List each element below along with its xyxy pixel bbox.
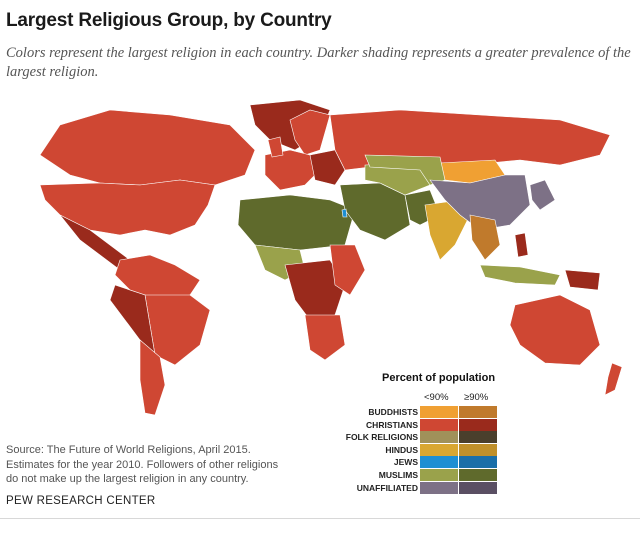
legend-label: FOLK RELIGIONS	[345, 432, 418, 443]
region-eastern-europe	[309, 149, 346, 186]
organization-name: PEW RESEARCH CENTER	[6, 495, 156, 507]
region-north-africa	[237, 194, 356, 251]
region-canada	[39, 109, 256, 186]
page-title: Largest Religious Group, by Country	[6, 10, 332, 31]
legend-swatch-high	[459, 431, 497, 444]
region-russia	[329, 109, 611, 171]
legend-swatch-low	[420, 443, 458, 456]
region-indonesia	[479, 264, 561, 286]
region-usa	[39, 179, 216, 236]
legend-swatch-high	[459, 406, 497, 418]
legend-row: UNAFFILIATED	[352, 481, 512, 494]
legend-swatch-high	[459, 443, 497, 456]
source-line: do not make up the largest religion in a…	[6, 473, 249, 485]
legend-swatch-low	[420, 469, 458, 481]
legend-swatch-low	[420, 431, 458, 444]
legend-label: MUSLIMS	[378, 470, 418, 480]
legend-label: HINDUS	[385, 444, 418, 455]
region-philippines	[514, 232, 529, 258]
region-png	[564, 269, 601, 291]
legend-swatch-high	[459, 481, 497, 494]
legend-swatch-low	[420, 406, 458, 418]
region-israel	[341, 208, 348, 218]
legend-swatch-high	[459, 469, 497, 481]
bottom-divider	[0, 518, 640, 519]
legend-swatch-high	[459, 456, 497, 469]
legend-swatch-low	[420, 418, 458, 431]
region-china	[429, 174, 531, 231]
region-new-zealand	[604, 362, 623, 396]
legend-label: JEWS	[393, 457, 418, 468]
legend-row: MUSLIMS	[352, 469, 512, 481]
legend-row: CHRISTIANS	[352, 418, 512, 431]
legend-label: CHRISTIANS	[366, 419, 418, 430]
legend-row: JEWS	[352, 456, 512, 469]
legend-col-high: ≥90%	[464, 392, 489, 403]
legend-row: BUDDHISTS	[352, 406, 512, 418]
region-western-europe	[264, 149, 321, 191]
region-southern-africa	[304, 314, 346, 361]
region-scandinavia	[289, 109, 331, 156]
legend-row: HINDUS	[352, 443, 512, 456]
region-kazakhstan	[364, 154, 446, 186]
legend-row: FOLK RELIGIONS	[346, 431, 512, 444]
legend-swatch-high	[459, 418, 497, 431]
region-east-africa	[329, 244, 366, 296]
source-line: Estimates for the year 2010. Followers o…	[6, 458, 279, 471]
legend-title: Percent of population	[382, 372, 496, 384]
region-uk	[267, 136, 284, 158]
region-southern-cone	[139, 339, 166, 416]
region-southeast-asia	[469, 214, 501, 261]
source-line: Source: The Future of World Religions, A…	[6, 444, 251, 456]
region-korea-japan	[529, 179, 556, 211]
legend-swatch-low	[420, 481, 458, 494]
legend-label: UNAFFILIATED	[356, 482, 418, 493]
legend-swatch-low	[420, 456, 458, 469]
page-subtitle: Colors represent the largest religion in…	[6, 45, 631, 80]
region-australia	[509, 294, 601, 366]
legend-col-low: <90%	[424, 392, 449, 403]
source-note: Source: The Future of World Religions, A…	[6, 443, 336, 487]
legend-label: BUDDHISTS	[368, 407, 418, 417]
world-map	[39, 99, 623, 416]
